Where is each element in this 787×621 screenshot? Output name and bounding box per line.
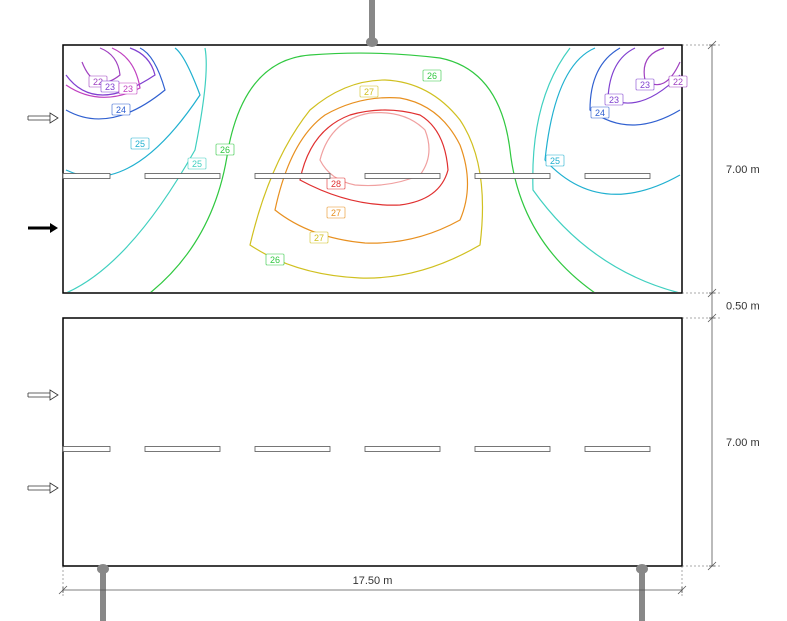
pillar-bulb-icon xyxy=(97,564,109,574)
dim-label-width: 17.50 m xyxy=(353,575,393,587)
contour-label-24: 24 xyxy=(595,108,605,118)
arrow-head-icon xyxy=(50,390,58,400)
arrow-head-icon xyxy=(50,223,58,233)
dim-label-gap: 0.50 m xyxy=(726,301,760,313)
arrow-head-icon xyxy=(50,483,58,493)
contour-label-26: 26 xyxy=(270,255,280,265)
contour-label-23: 23 xyxy=(609,95,619,105)
lane-marker xyxy=(255,447,330,452)
lane-marker xyxy=(585,174,650,179)
contour-label-24: 24 xyxy=(116,105,126,115)
contour-label-28: 28 xyxy=(331,179,341,189)
contour-label-27: 27 xyxy=(314,233,324,243)
contour-label-25: 25 xyxy=(135,139,145,149)
contour-label-27: 27 xyxy=(364,87,374,97)
pillar-bulb-icon xyxy=(366,37,378,47)
lower-lane-box xyxy=(63,318,682,566)
lane-marker xyxy=(475,174,550,179)
lane-marker xyxy=(63,174,110,179)
dim-label-bottom-height: 7.00 m xyxy=(726,437,760,449)
pillar-bulb-icon xyxy=(636,564,648,574)
lane-marker xyxy=(585,447,650,452)
contour-label-23: 23 xyxy=(123,84,133,94)
lane-marker xyxy=(475,447,550,452)
contour-label-23: 23 xyxy=(105,82,115,92)
contour-label-25: 25 xyxy=(550,156,560,166)
contour-label-23: 23 xyxy=(640,80,650,90)
contour-label-26: 26 xyxy=(220,145,230,155)
diagram-container: 2222232323232424252525262626272727287.00… xyxy=(0,0,787,621)
lane-marker xyxy=(145,447,220,452)
dim-label-top-height: 7.00 m xyxy=(726,164,760,176)
contour-diagram: 2222232323232424252525262626272727287.00… xyxy=(0,0,787,621)
contour-label-25: 25 xyxy=(192,159,202,169)
lane-marker xyxy=(145,174,220,179)
lane-marker xyxy=(63,447,110,452)
lane-marker xyxy=(255,174,330,179)
lane-marker xyxy=(365,447,440,452)
lane-marker xyxy=(365,174,440,179)
contour-label-26: 26 xyxy=(427,71,437,81)
arrow-head-icon xyxy=(50,113,58,123)
contour-label-22: 22 xyxy=(673,77,683,87)
upper-lane-box xyxy=(63,45,682,293)
contour-label-27: 27 xyxy=(331,208,341,218)
